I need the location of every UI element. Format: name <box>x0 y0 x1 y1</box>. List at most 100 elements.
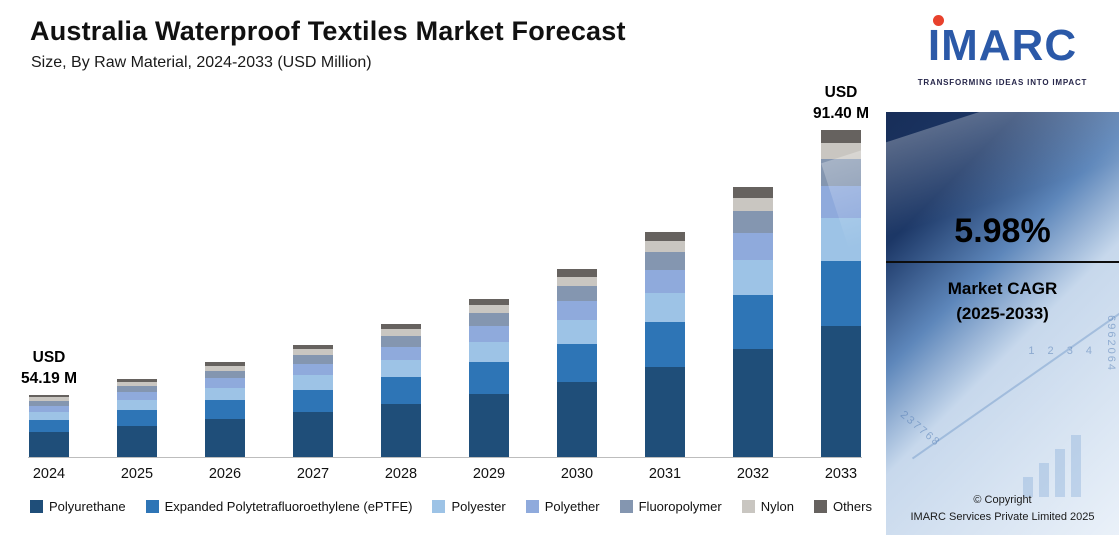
stacked-bar-2031 <box>645 232 685 457</box>
legend-swatch-polyester <box>432 500 446 513</box>
legend-label: Polyurethane <box>49 499 126 514</box>
segment-nylon <box>821 143 861 159</box>
bar-group-2032: 2032 <box>732 120 774 482</box>
segment-fluoropolymer <box>557 286 597 301</box>
segment-fluoropolymer <box>821 159 861 186</box>
segment-others <box>733 187 773 198</box>
bar-group-2028: 2028 <box>380 120 422 482</box>
segment-expanded-polytetrafluoroethylene-eptfe <box>29 420 69 432</box>
segment-nylon <box>733 198 773 211</box>
segment-polyester <box>733 260 773 295</box>
bar-group-2030: 2030 <box>556 120 598 482</box>
bar-value-label-2033: USD 91.40 M <box>812 84 870 123</box>
segment-polyether <box>821 186 861 218</box>
logo-red-dot-icon <box>933 15 944 26</box>
cagr-label: Market CAGR <box>947 279 1058 298</box>
segment-nylon <box>117 382 157 386</box>
segment-polyester <box>293 375 333 390</box>
bar-value-label-2024: USD 54.19 M <box>20 349 78 388</box>
segment-expanded-polytetrafluoroethylene-eptfe <box>381 377 421 404</box>
bar-group-2026: 2026 <box>204 120 246 482</box>
segment-others <box>205 362 245 366</box>
segment-expanded-polytetrafluoroethylene-eptfe <box>293 390 333 412</box>
segment-others <box>29 395 69 397</box>
watermark-numbers: 237768 <box>897 408 943 450</box>
segment-polyester <box>821 218 861 261</box>
legend-label: Fluoropolymer <box>638 499 722 514</box>
plot-area: 2024 USD 54.19 M 2025 2026 2027 2028 2029 2030 20… <box>21 84 869 482</box>
segment-polyester <box>117 400 157 410</box>
x-axis-label-2026: 2026 <box>208 466 242 482</box>
segment-polyether <box>469 326 509 342</box>
x-axis-label-2031: 2031 <box>648 466 682 482</box>
segment-polyether <box>645 270 685 293</box>
bar-group-2031: 2031 <box>644 120 686 482</box>
stacked-bar-2024 <box>29 395 69 457</box>
decorative-bar-chart <box>1023 435 1081 497</box>
segment-polyether <box>381 347 421 360</box>
segment-expanded-polytetrafluoroethylene-eptfe <box>205 400 245 419</box>
segment-others <box>469 299 509 305</box>
segment-others <box>117 379 157 382</box>
stacked-bar-2029 <box>469 299 509 457</box>
segment-others <box>557 269 597 277</box>
x-axis-label-2024: 2024 <box>32 466 66 482</box>
legend-item-polyurethane: Polyurethane <box>30 499 126 514</box>
segment-polyester <box>29 412 69 420</box>
legend-label: Polyether <box>544 499 600 514</box>
stacked-bar-2028 <box>381 324 421 457</box>
segment-fluoropolymer <box>645 252 685 270</box>
chart-title: Australia Waterproof Textiles Market For… <box>30 16 626 46</box>
segment-polyurethane <box>381 404 421 457</box>
copyright-notice: © Copyright IMARC Services Private Limit… <box>886 492 1119 525</box>
legend-item-others: Others <box>813 499 872 514</box>
legend-label: Polyester <box>451 499 506 514</box>
chart-legend: Polyurethane Expanded Polytetrafluoroethy… <box>30 499 872 514</box>
segment-polyurethane <box>29 432 69 457</box>
segment-polyurethane <box>293 412 333 457</box>
segment-fluoropolymer <box>381 336 421 347</box>
chart-subtitle: Size, By Raw Material, 2024-2033 (USD Mi… <box>31 54 372 71</box>
segment-nylon <box>645 241 685 252</box>
legend-swatch-others <box>813 500 827 513</box>
stacked-bar-2030 <box>557 269 597 457</box>
segment-fluoropolymer <box>469 313 509 326</box>
decorative-line <box>911 308 1119 460</box>
segment-polyether <box>117 392 157 400</box>
segment-nylon <box>557 277 597 286</box>
segment-polyether <box>29 406 69 412</box>
legend-item-fluoropolymer: Fluoropolymer <box>619 499 722 514</box>
legend-label: Others <box>832 499 872 514</box>
legend-item-polyether: Polyether <box>525 499 600 514</box>
copyright-line2: IMARC Services Private Limited 2025 <box>910 510 1095 523</box>
legend-item-nylon: Nylon <box>741 499 794 514</box>
segment-polyurethane <box>733 349 773 457</box>
brand-sidebar: 1 2 3 4 6962064 237768 IMARC TRANSFORMIN… <box>821 0 1119 535</box>
segment-others <box>293 345 333 349</box>
segment-polyether <box>293 364 333 375</box>
segment-fluoropolymer <box>293 355 333 364</box>
segment-expanded-polytetrafluoroethylene-eptfe <box>117 410 157 426</box>
legend-swatch-polyether <box>525 500 539 513</box>
segment-expanded-polytetrafluoroethylene-eptfe <box>821 261 861 326</box>
segment-polyester <box>469 342 509 362</box>
x-axis-label-2030: 2030 <box>560 466 594 482</box>
segment-fluoropolymer <box>29 401 69 406</box>
segment-others <box>645 232 685 241</box>
segment-nylon <box>29 397 69 401</box>
legend-label: Expanded Polytetrafluoroethylene (ePTFE) <box>164 499 413 514</box>
segment-polyester <box>205 388 245 400</box>
segment-expanded-polytetrafluoroethylene-eptfe <box>469 362 509 394</box>
segment-polyester <box>381 360 421 377</box>
segment-expanded-polytetrafluoroethylene-eptfe <box>733 295 773 349</box>
segment-polyether <box>205 378 245 388</box>
stacked-bar-2027 <box>293 345 333 457</box>
segment-nylon <box>381 329 421 336</box>
copyright-line1: © Copyright <box>973 494 1032 506</box>
segment-polyester <box>557 320 597 344</box>
cagr-block: 5.98% Market CAGR (2025-2033) <box>886 212 1119 326</box>
cagr-period: (2025-2033) <box>956 303 1049 323</box>
logo-panel: IMARC TRANSFORMING IDEAS INTO IMPACT <box>886 0 1119 112</box>
bar-group-2027: 2027 <box>292 120 334 482</box>
imarc-logo: IMARC <box>927 21 1078 70</box>
